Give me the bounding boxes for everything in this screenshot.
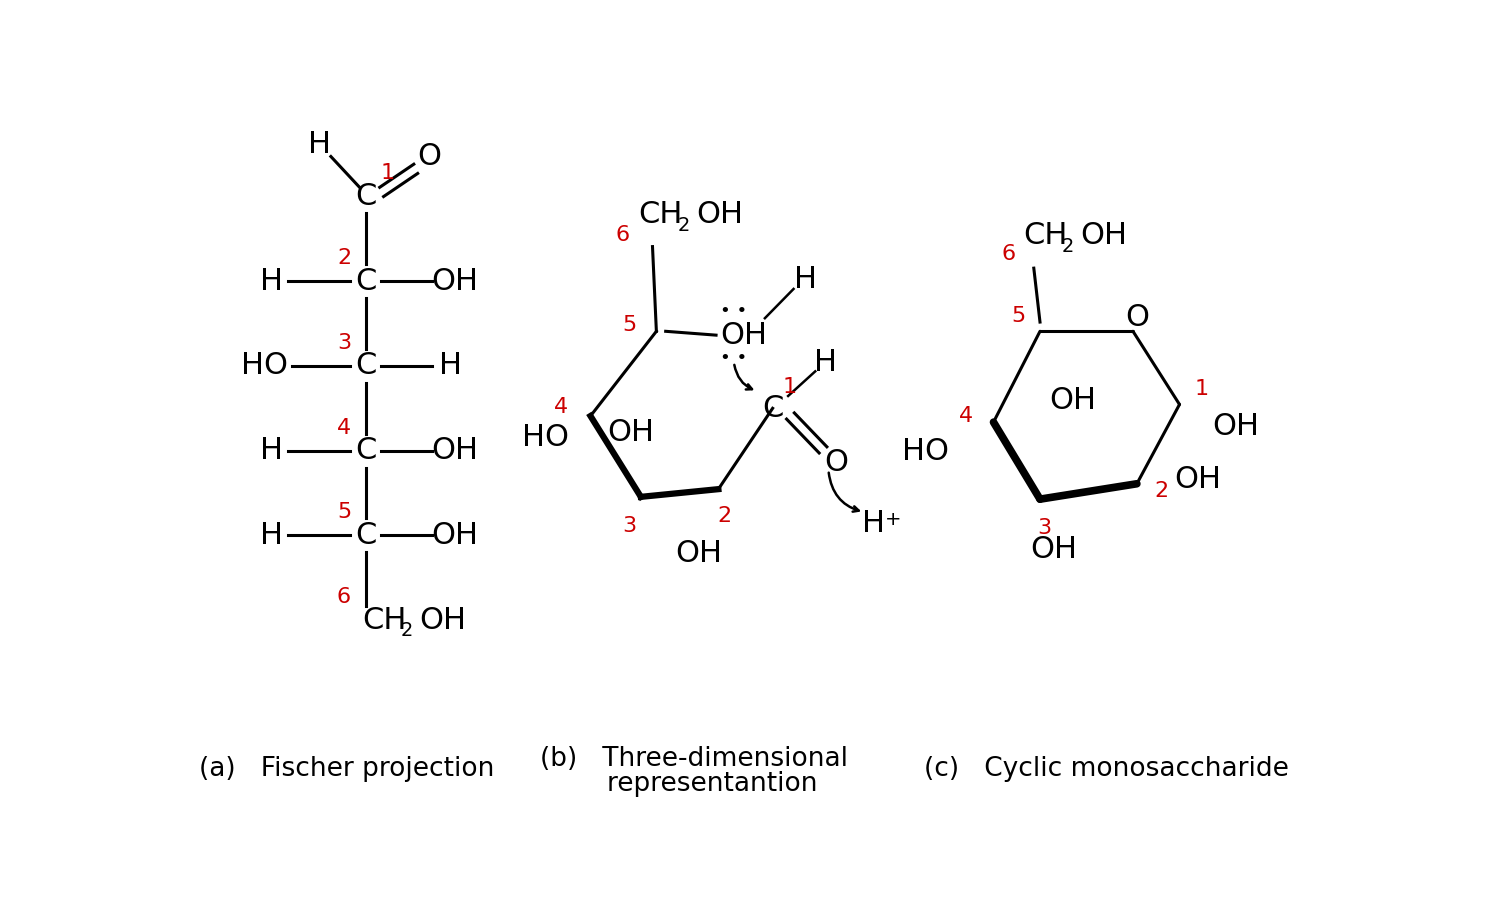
Text: 6: 6 <box>616 225 630 245</box>
Text: 1: 1 <box>381 164 394 184</box>
Text: CH: CH <box>1023 221 1068 250</box>
Text: OH: OH <box>1048 386 1096 415</box>
Text: 5: 5 <box>622 315 636 335</box>
Text: 5: 5 <box>338 502 351 522</box>
Text: OH: OH <box>432 436 478 465</box>
Text: (c)   Cyclic monosaccharide: (c) Cyclic monosaccharide <box>924 756 1288 782</box>
Text: 1: 1 <box>783 377 796 397</box>
Text: O: O <box>417 142 441 171</box>
Text: OH: OH <box>696 200 742 229</box>
Text: H: H <box>260 266 282 296</box>
Text: (a)   Fischer projection: (a) Fischer projection <box>200 756 495 782</box>
Text: C: C <box>356 436 376 465</box>
Text: • •: • • <box>720 349 747 367</box>
Text: 2: 2 <box>400 621 412 640</box>
Text: 3: 3 <box>622 516 636 536</box>
Text: 6: 6 <box>1002 244 1016 265</box>
Text: OH: OH <box>608 418 654 447</box>
Text: OH: OH <box>419 606 466 634</box>
Text: OH: OH <box>1212 411 1258 440</box>
Text: H: H <box>260 436 282 465</box>
Text: • •: • • <box>720 302 747 319</box>
Text: OH: OH <box>1080 221 1128 250</box>
Text: C: C <box>356 352 376 381</box>
Text: OH: OH <box>1174 465 1221 494</box>
Text: OH: OH <box>1030 535 1077 563</box>
Text: H: H <box>440 352 462 381</box>
Text: HO: HO <box>902 436 950 466</box>
Text: CH: CH <box>362 606 407 634</box>
Text: OH: OH <box>432 266 478 296</box>
Text: (b)   Three-dimensional: (b) Three-dimensional <box>540 745 848 771</box>
Text: 4: 4 <box>554 397 568 417</box>
Text: H: H <box>260 521 282 550</box>
Text: C: C <box>356 266 376 296</box>
Text: 2: 2 <box>717 506 732 526</box>
Text: H: H <box>308 130 330 158</box>
Text: H: H <box>862 509 885 538</box>
Text: O: O <box>824 447 848 477</box>
Text: 1: 1 <box>1194 379 1209 399</box>
Text: O: O <box>1125 303 1149 332</box>
Text: 2: 2 <box>1155 482 1168 501</box>
Text: 2: 2 <box>678 215 690 235</box>
Text: C: C <box>762 394 783 423</box>
Text: OH: OH <box>720 320 768 350</box>
Text: 2: 2 <box>338 248 351 268</box>
Text: 4: 4 <box>338 418 351 437</box>
Text: 3: 3 <box>1036 518 1052 538</box>
Text: +: + <box>885 509 902 528</box>
Text: OH: OH <box>432 521 478 550</box>
Text: HO: HO <box>242 352 288 381</box>
Text: representantion: representantion <box>540 771 818 797</box>
Text: 3: 3 <box>338 333 351 353</box>
Text: H: H <box>815 347 837 376</box>
Text: OH: OH <box>675 538 723 568</box>
Text: H: H <box>795 266 818 294</box>
Text: HO: HO <box>522 423 568 452</box>
Text: 4: 4 <box>960 406 974 426</box>
Text: 5: 5 <box>1011 306 1026 326</box>
Text: 2: 2 <box>1062 237 1074 256</box>
Text: C: C <box>356 521 376 550</box>
Text: 6: 6 <box>338 587 351 607</box>
Text: C: C <box>356 182 376 212</box>
Text: CH: CH <box>639 200 682 229</box>
